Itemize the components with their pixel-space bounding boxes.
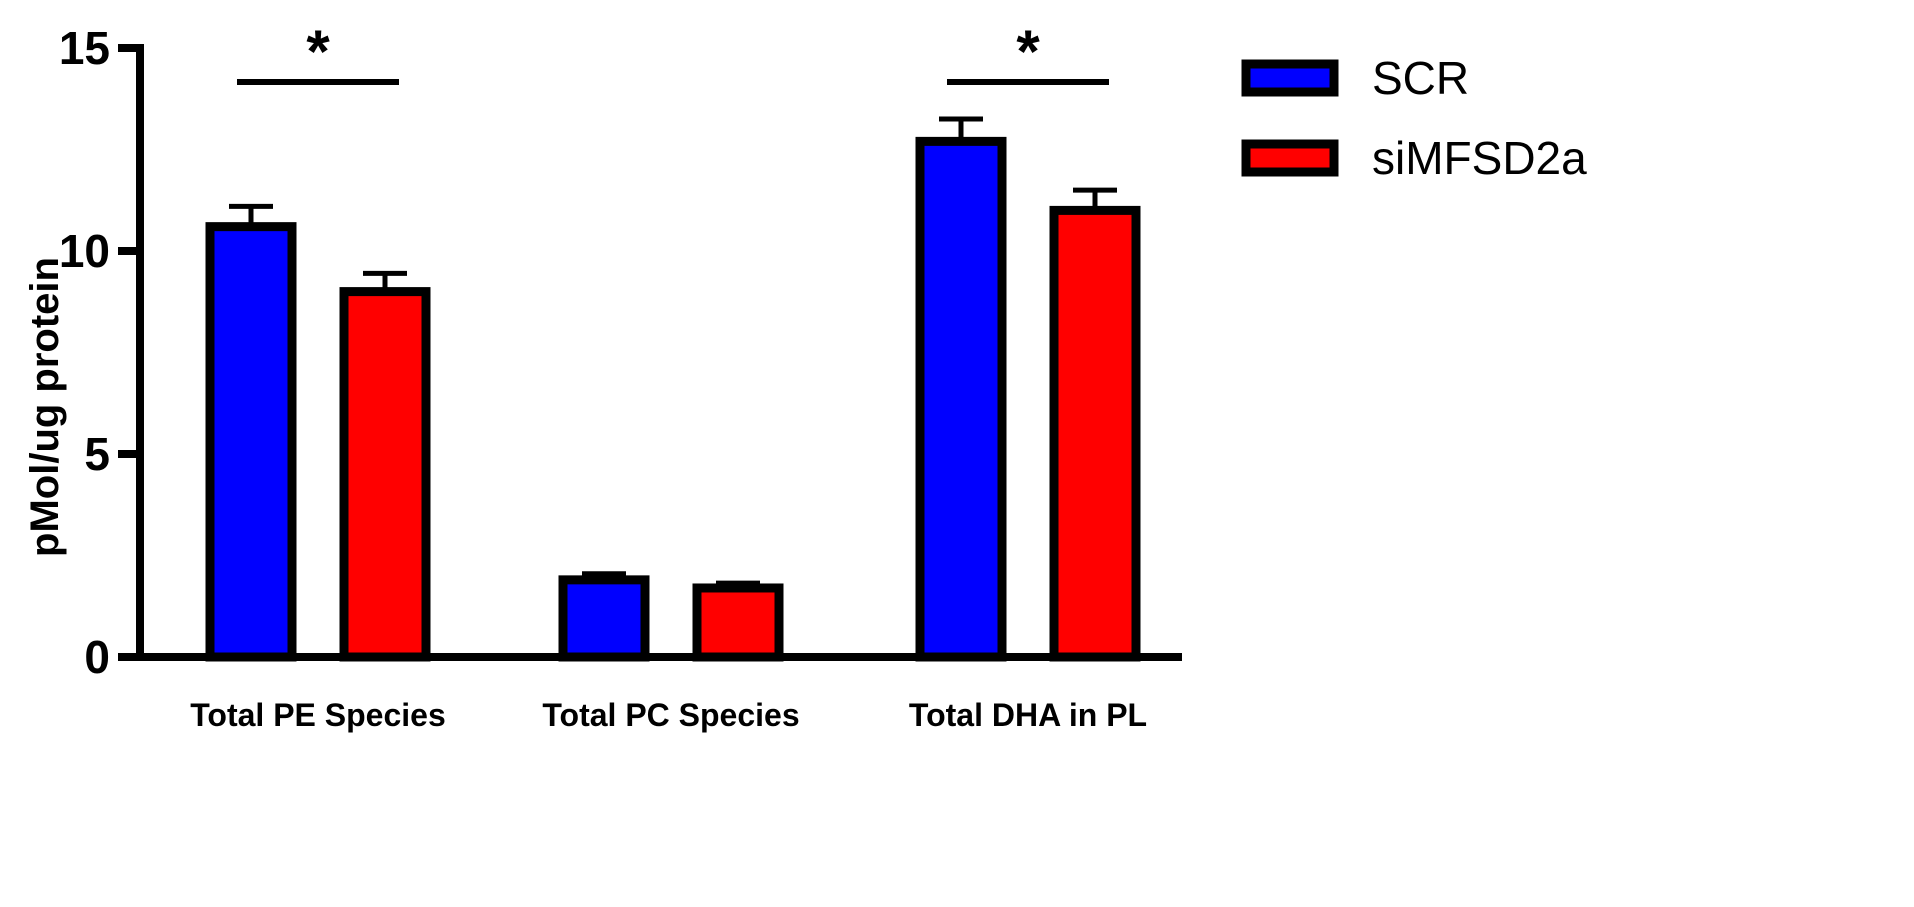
error-bar-simfsd2a-1 — [716, 580, 760, 588]
significance-marker-2: * — [947, 18, 1109, 85]
bar-simfsd2a-2 — [1049, 205, 1141, 662]
significance-star: * — [1016, 18, 1040, 85]
legend-swatch — [1241, 139, 1339, 177]
error-bar-simfsd2a-2 — [1073, 187, 1117, 211]
x-category-label: Total PE Species — [190, 697, 446, 733]
bar-simfsd2a-1 — [692, 583, 784, 662]
significance-star: * — [306, 18, 330, 85]
legend: SCR siMFSD2a — [1241, 52, 1587, 184]
legend-item-simfsd2a: siMFSD2a — [1241, 132, 1587, 184]
bar-scr-1 — [558, 575, 650, 662]
error-bar-scr-2 — [939, 116, 983, 142]
y-tick-label: 10 — [59, 225, 110, 277]
y-tick-label: 5 — [84, 428, 110, 480]
bar-scr-2 — [915, 136, 1007, 662]
legend-label: SCR — [1372, 52, 1469, 104]
bar-simfsd2a-0 — [339, 287, 431, 662]
error-bar-scr-1 — [582, 571, 626, 580]
y-tick-label: 15 — [59, 22, 110, 74]
x-axis: Total PE Species Total PC Species Total DH… — [136, 653, 1182, 733]
legend-item-scr: SCR — [1241, 52, 1469, 104]
error-bar-simfsd2a-0 — [363, 270, 407, 292]
y-axis: 0 5 10 15 — [59, 22, 144, 683]
x-category-label: Total PC Species — [542, 697, 799, 733]
significance-marker-0: * — [237, 18, 399, 85]
y-axis-title: pMol/ug protein — [23, 257, 67, 557]
plot-area: * * — [205, 18, 1141, 662]
x-category-label: Total DHA in PL — [909, 697, 1147, 733]
bar-scr-0 — [205, 222, 297, 662]
legend-swatch — [1241, 59, 1339, 97]
y-tick-label: 0 — [84, 631, 110, 683]
legend-label: siMFSD2a — [1372, 132, 1587, 184]
error-bar-scr-0 — [229, 203, 273, 227]
